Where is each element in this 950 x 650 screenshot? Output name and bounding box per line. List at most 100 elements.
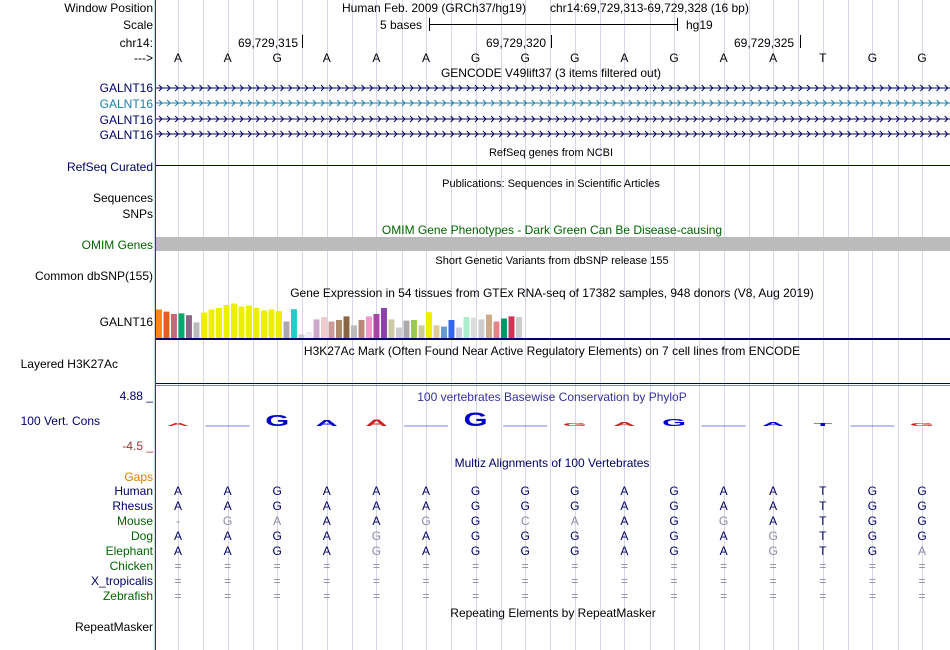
strand-chevron — [450, 130, 455, 138]
refseq-gene-line[interactable] — [156, 165, 950, 166]
strand-chevron — [774, 115, 779, 123]
strand-chevron — [806, 115, 811, 123]
strand-chevron — [790, 115, 795, 123]
alignment-base: A — [620, 514, 629, 528]
alignment-base: A — [372, 484, 381, 498]
species-label[interactable]: Dog — [130, 529, 153, 543]
gtex-track-title[interactable]: Gene Expression in 54 tissues from GTEx … — [290, 286, 814, 300]
gtex-tissue-bar — [388, 319, 395, 338]
strand-chevron — [936, 84, 941, 92]
guideline — [773, 0, 774, 650]
strand-chevron — [288, 99, 293, 107]
phylop-base-mark: A — [613, 421, 635, 427]
strand-chevron — [417, 130, 422, 138]
repeatmasker-track-title[interactable]: Repeating Elements by RepeatMasker — [450, 606, 656, 620]
gencode-label-3[interactable]: GALNT16 — [99, 113, 153, 127]
alignment-base: G — [768, 529, 778, 543]
omim-phenotype-bar[interactable] — [156, 237, 950, 251]
strand-chevron — [911, 115, 917, 123]
alignment-base: = — [422, 574, 430, 588]
strand-chevron — [830, 84, 836, 92]
strand-chevron — [668, 130, 674, 138]
strand-chevron — [482, 115, 487, 123]
strand-chevron — [506, 84, 512, 92]
phylop-base-mark: A — [762, 421, 784, 427]
strand-chevron — [280, 115, 285, 123]
publications-track-title[interactable]: Publications: Sequences in Scientific Ar… — [442, 178, 660, 190]
strand-chevron — [320, 84, 325, 92]
h3k27ac-signal-line[interactable] — [156, 383, 950, 384]
dbsnp-track-title[interactable]: Short Genetic Variants from dbSNP releas… — [435, 255, 669, 267]
strand-chevron — [401, 115, 406, 123]
alignment-base: G — [669, 529, 679, 543]
multiz-track-title[interactable]: Multiz Alignments of 100 Vertebrates — [454, 456, 650, 470]
omim-label[interactable]: OMIM Genes — [81, 238, 153, 252]
strand-chevron — [239, 99, 244, 107]
strand-chevron — [166, 84, 171, 92]
species-label[interactable]: Human — [114, 484, 153, 498]
strand-chevron — [847, 130, 852, 138]
species-label[interactable]: Rhesus — [112, 499, 153, 513]
gencode-label-2[interactable]: GALNT16 — [99, 97, 153, 111]
h3k27ac-label[interactable]: Layered H3K27Ac — [20, 357, 118, 371]
strand-chevron — [182, 115, 188, 123]
refseq-label[interactable]: RefSeq Curated — [66, 160, 153, 174]
strand-chevron — [782, 84, 787, 92]
strand-chevron — [353, 99, 358, 107]
strand-chevron — [863, 130, 868, 138]
reference-base: A — [223, 51, 232, 65]
strand-chevron — [442, 84, 447, 92]
refseq-track-title[interactable]: RefSeq genes from NCBI — [488, 147, 614, 159]
h3k27ac-track-title[interactable]: H3K27Ac Mark (Often Found Near Active Re… — [303, 344, 801, 358]
gencode-label-1[interactable]: GALNT16 — [99, 81, 153, 95]
strand-chevron — [660, 84, 665, 92]
strand-chevron — [425, 99, 431, 107]
strand-chevron — [806, 130, 811, 138]
reference-base: G — [867, 51, 878, 65]
gencode-track[interactable] — [156, 80, 950, 144]
species-label[interactable]: Chicken — [109, 559, 153, 573]
alignment-base: G — [470, 499, 481, 513]
common-dbsnp-label[interactable]: Common dbSNP(155) — [34, 269, 153, 283]
sequences-label[interactable]: Sequences — [92, 191, 153, 205]
strand-chevron — [879, 130, 884, 138]
species-label[interactable]: Mouse — [116, 514, 153, 528]
position-readout: chr14:69,729,313-69,729,328 (16 bp) — [550, 1, 749, 15]
repeatmasker-label[interactable]: RepeatMasker — [74, 620, 153, 634]
species-label[interactable]: X_tropicalis — [90, 574, 153, 588]
strand-chevron — [652, 84, 657, 92]
strand-chevron — [701, 99, 706, 107]
strand-chevron — [936, 130, 941, 138]
strand-chevron — [903, 115, 908, 123]
snps-label[interactable]: SNPs — [122, 207, 153, 221]
strand-chevron — [798, 130, 803, 138]
alignment-base: = — [472, 559, 480, 573]
gtex-label[interactable]: GALNT16 — [99, 315, 153, 329]
gtex-tissue-bar — [216, 308, 222, 338]
strand-chevron — [839, 84, 844, 92]
phylop-label[interactable]: 100 Vert. Cons — [20, 414, 100, 428]
strand-chevron — [596, 115, 601, 123]
gtex-bar-chart[interactable] — [156, 300, 556, 338]
phylop-track-title[interactable]: 100 vertebrates Basewise Conservation by… — [417, 390, 687, 404]
species-label[interactable]: Zebrafish — [102, 589, 153, 603]
strand-chevron — [417, 115, 422, 123]
strand-chevron — [587, 99, 593, 107]
species-label[interactable]: Elephant — [105, 544, 153, 558]
strand-chevron — [579, 115, 584, 123]
strand-chevron — [685, 84, 690, 92]
strand-chevron — [774, 99, 779, 107]
strand-chevron — [741, 84, 746, 92]
strand-chevron — [628, 99, 633, 107]
guideline — [898, 0, 899, 650]
gencode-label-4[interactable]: GALNT16 — [99, 128, 153, 142]
gencode-track-title[interactable]: GENCODE V49lift37 (3 items filtered out) — [440, 66, 662, 80]
strand-chevron — [733, 84, 738, 92]
omim-track-title[interactable]: OMIM Gene Phenotypes - Dark Green Can Be… — [381, 223, 723, 237]
gaps-label[interactable]: Gaps — [124, 470, 153, 484]
guideline — [600, 0, 601, 650]
strand-chevron — [879, 84, 884, 92]
strand-chevron — [693, 99, 698, 107]
